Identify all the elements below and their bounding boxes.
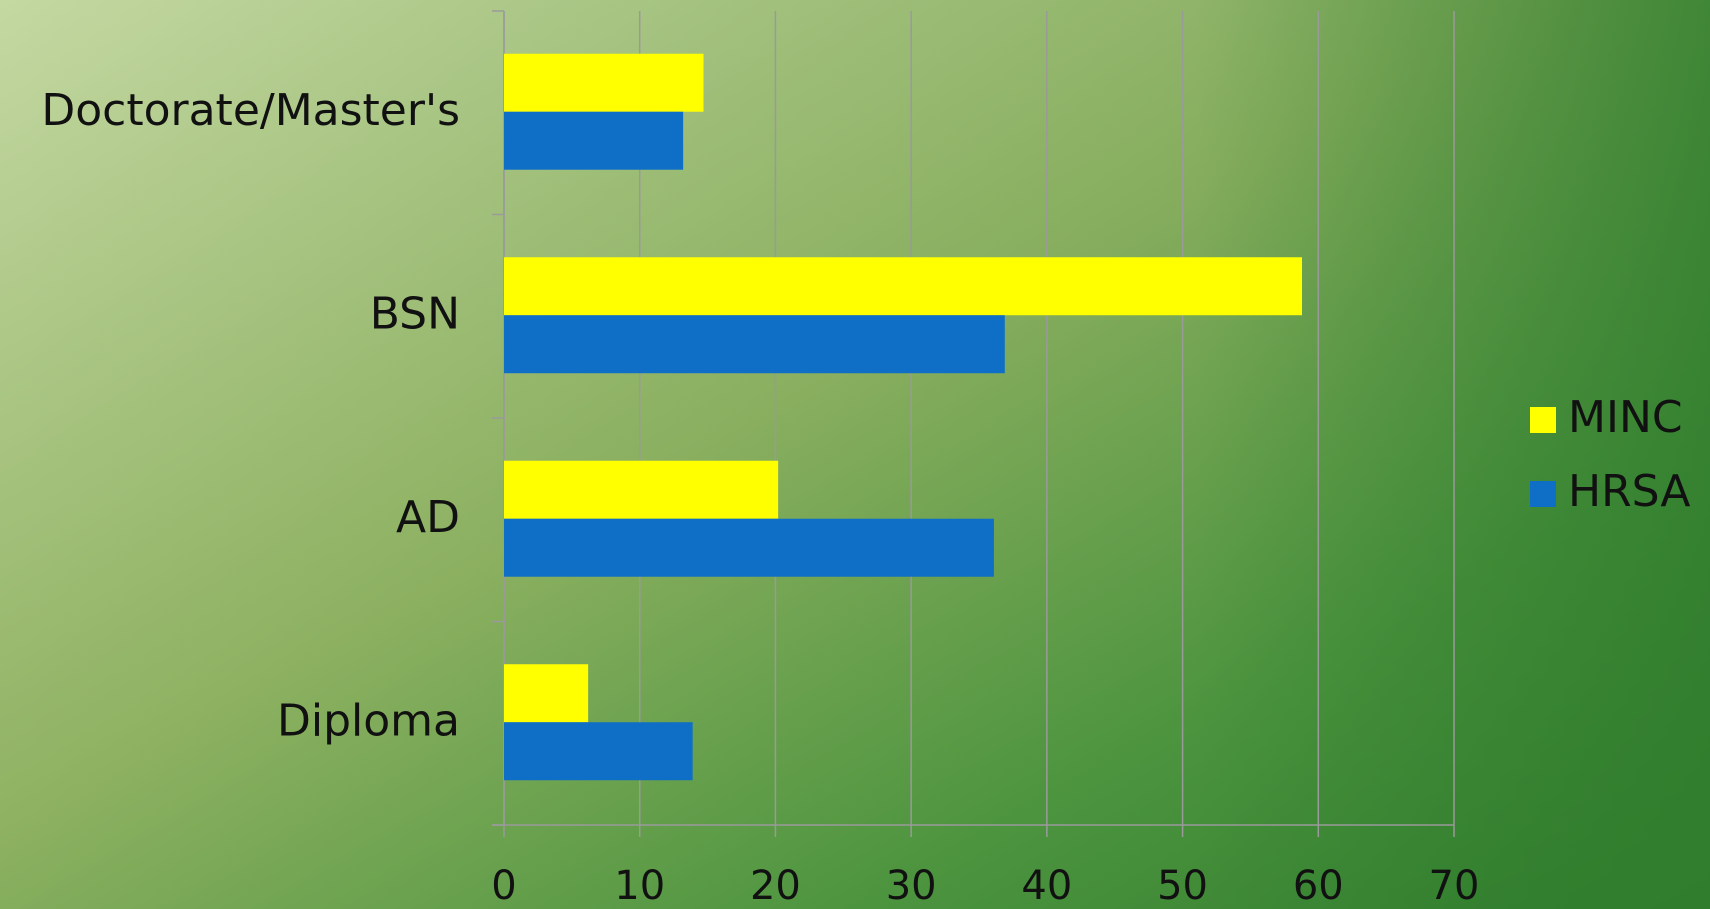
x-tick-label: 50 — [1157, 863, 1208, 909]
bar — [504, 257, 1302, 316]
legend-label: HRSA — [1568, 466, 1691, 517]
x-tick-label: 20 — [750, 863, 801, 909]
bar — [504, 518, 994, 577]
x-tick-label: 0 — [491, 863, 516, 909]
y-tick-label: BSN — [370, 288, 460, 339]
x-tick-label: 10 — [614, 863, 665, 909]
bar — [504, 315, 1005, 374]
bar — [504, 460, 779, 519]
x-tick-label: 30 — [886, 863, 937, 909]
x-tick-label: 60 — [1293, 863, 1344, 909]
legend-swatch — [1530, 481, 1556, 507]
y-tick-label: AD — [396, 492, 460, 543]
x-tick-label: 70 — [1429, 863, 1480, 909]
y-tick-label: Diploma — [277, 695, 460, 746]
bar — [504, 664, 589, 723]
y-tick-label: Doctorate/Master's — [41, 85, 460, 136]
bar — [504, 111, 684, 170]
x-tick-label: 40 — [1021, 863, 1072, 909]
legend-label: MINC — [1568, 392, 1683, 443]
bar — [504, 722, 693, 781]
bar — [504, 53, 704, 112]
legend-swatch — [1530, 407, 1556, 433]
